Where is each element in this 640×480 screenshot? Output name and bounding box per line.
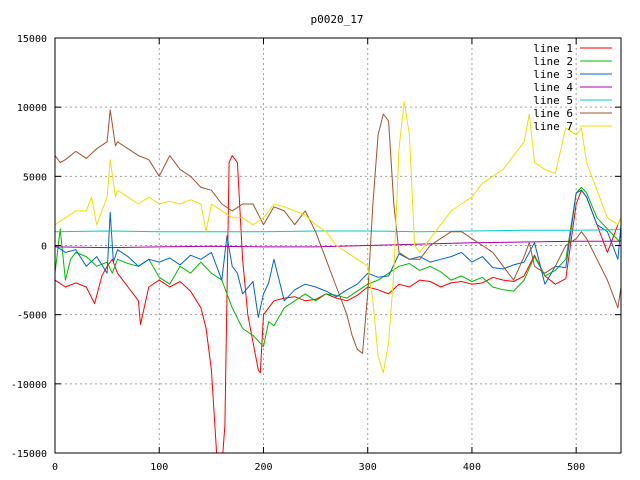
legend-label: line 4 xyxy=(533,81,573,94)
y-tick-label: 15000 xyxy=(17,34,47,45)
x-tick-label: 200 xyxy=(254,462,272,473)
y-tick-label: 5000 xyxy=(23,172,47,183)
series-line-7 xyxy=(55,101,621,374)
legend-label: line 2 xyxy=(533,55,573,68)
series-line-2 xyxy=(55,186,621,347)
x-tick-label: 500 xyxy=(567,462,585,473)
legend-label: line 5 xyxy=(533,94,573,107)
y-tick-label: -15000 xyxy=(11,449,47,460)
chart-title: p0020_17 xyxy=(311,13,364,26)
x-tick-label: 100 xyxy=(150,462,168,473)
y-tick-label: 10000 xyxy=(17,103,47,114)
grid-lines xyxy=(55,38,621,453)
y-tick-label: -10000 xyxy=(11,380,47,391)
x-tick-label: 0 xyxy=(52,462,58,473)
series-line-1 xyxy=(55,155,621,453)
series-line-6 xyxy=(55,109,621,354)
y-tick-label: -5000 xyxy=(17,311,47,322)
legend-label: line 7 xyxy=(533,120,573,133)
series-line-5 xyxy=(55,229,621,233)
y-tick-label: 0 xyxy=(41,242,47,253)
legend-label: line 3 xyxy=(533,68,573,81)
series-group xyxy=(55,101,621,453)
x-tick-label: 300 xyxy=(359,462,377,473)
series-line-4 xyxy=(55,240,621,249)
legend-label: line 6 xyxy=(533,107,573,120)
axis-ticks: 0 100 200 300 400 500 -15000 -10000 -5000 0 5000 10… xyxy=(11,34,621,473)
x-tick-label: 400 xyxy=(463,462,481,473)
legend-label: line 1 xyxy=(533,42,573,55)
